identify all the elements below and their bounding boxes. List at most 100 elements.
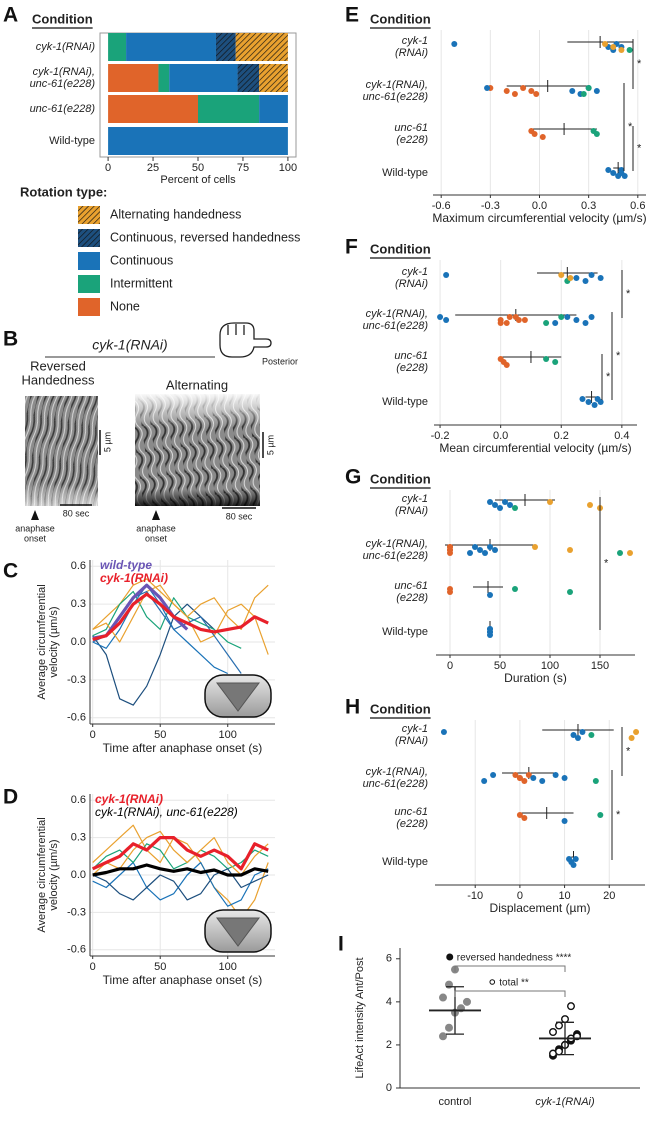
bracket [454, 990, 566, 997]
x-tick-label: 50 [192, 162, 204, 174]
data-point [497, 505, 503, 511]
x-tick-label: 0.3 [581, 200, 596, 212]
data-point [561, 1015, 570, 1024]
legend-label: cyk-1(RNAi) [100, 571, 168, 585]
y-tick-label: -0.6 [67, 712, 86, 724]
data-point [512, 586, 518, 592]
annotation: reversed handedness **** [457, 953, 572, 964]
data-point [502, 499, 508, 505]
category-label: Wild-type [382, 396, 428, 408]
x-tick-label: 0 [517, 890, 523, 902]
category-label: cyk-1(RNAi), [366, 308, 428, 320]
data-point [487, 499, 493, 505]
category-label: (RNAi) [395, 278, 428, 290]
data-point [521, 778, 528, 784]
data-point [558, 314, 565, 320]
x-axis-label: Maximum circumferential velocity (µm/s) [432, 211, 646, 225]
category-label: (RNAi) [395, 735, 428, 747]
bar-segment [235, 33, 288, 61]
legend-label: Intermittent [110, 276, 173, 290]
data-point [447, 589, 453, 595]
data-point [597, 812, 604, 818]
category-label: (RNAi) [395, 505, 428, 517]
significance-label: * [626, 288, 631, 300]
x-tick-label: 50 [494, 660, 506, 672]
kymograph-title: Reversed [30, 358, 86, 373]
x-tick-label: -10 [467, 890, 483, 902]
category-label: cyk-1(RNAi) [36, 41, 96, 53]
panel-letter: G [345, 466, 361, 489]
bar-segment [169, 64, 238, 92]
x-axis-label: Mean circumferential velocity (µm/s) [439, 441, 631, 455]
legend-label: cyk-1(RNAi) [95, 792, 163, 806]
x-tick-label: 20 [603, 890, 615, 902]
data-point [567, 275, 574, 281]
onset-marker [31, 510, 39, 520]
data-point [610, 44, 617, 50]
data-point [593, 131, 600, 137]
category-label: cyk-1(RNAi) [535, 1096, 595, 1108]
x-tick-label: -0.2 [431, 430, 450, 442]
x-tick-label: 0.0 [493, 430, 508, 442]
x-tick-label: 25 [147, 162, 159, 174]
data-point [552, 320, 559, 326]
kymograph-title: Handedness [22, 372, 95, 387]
data-point [574, 735, 581, 741]
scale-label: 5 µm [102, 432, 112, 452]
category-label: cyk-1(RNAi), [366, 766, 428, 778]
data-point [463, 997, 472, 1006]
marker-label: onset [24, 533, 47, 543]
category-label: (e228) [396, 362, 428, 374]
kymograph-fade [25, 396, 98, 506]
data-point [482, 550, 488, 556]
data-point [633, 729, 640, 735]
significance-label: * [604, 557, 609, 569]
mean-line [92, 592, 269, 642]
bar-segment [126, 33, 216, 61]
x-tick-label: 10 [558, 890, 570, 902]
data-point [605, 167, 612, 173]
y-axis-label: Average circumferential [36, 584, 48, 699]
data-point [532, 544, 538, 550]
data-point [573, 317, 580, 323]
significance-label: * [616, 809, 621, 821]
icon-label: Posterior [262, 356, 298, 366]
data-point [588, 314, 595, 320]
x-tick-label: 100 [219, 961, 237, 973]
data-point [439, 1032, 448, 1041]
data-point [487, 544, 493, 550]
kymograph-fade [135, 394, 260, 506]
legend-label: None [110, 299, 140, 313]
bracket [454, 965, 566, 972]
y-tick-label: 0.3 [71, 832, 86, 844]
category-label: unc-61(e228) [363, 550, 429, 562]
x-axis-label: Percent of cells [160, 174, 236, 186]
data-point [582, 278, 589, 284]
data-point [530, 775, 537, 781]
data-point [437, 314, 444, 320]
category-label: cyk-1(RNAi), [366, 538, 428, 550]
y-tick-label: 6 [386, 953, 392, 965]
bar-segment [108, 64, 159, 92]
y-tick-label: -0.6 [67, 944, 86, 956]
data-point [555, 1047, 564, 1056]
category-label: unc-61(e228) [30, 78, 96, 90]
category-label: unc-61 [394, 806, 428, 818]
data-point [531, 131, 538, 137]
y-tick-label: 0.6 [71, 560, 86, 572]
category-label: cyk-1 [402, 266, 428, 278]
x-tick-label: 0.4 [614, 430, 629, 442]
scale-label: 80 sec [226, 511, 253, 521]
data-point [503, 320, 510, 326]
data-point [591, 402, 598, 408]
data-point [582, 320, 589, 326]
bar-segment [215, 33, 236, 61]
data-point [567, 589, 573, 595]
data-point [572, 856, 579, 862]
data-point [626, 47, 633, 53]
category-label: (e228) [396, 818, 428, 830]
y-axis-label: LifeAct intensity Ant/Post [354, 957, 366, 1078]
x-tick-label: 0.6 [630, 200, 645, 212]
data-point [521, 317, 528, 323]
x-tick-label: 0.2 [554, 430, 569, 442]
